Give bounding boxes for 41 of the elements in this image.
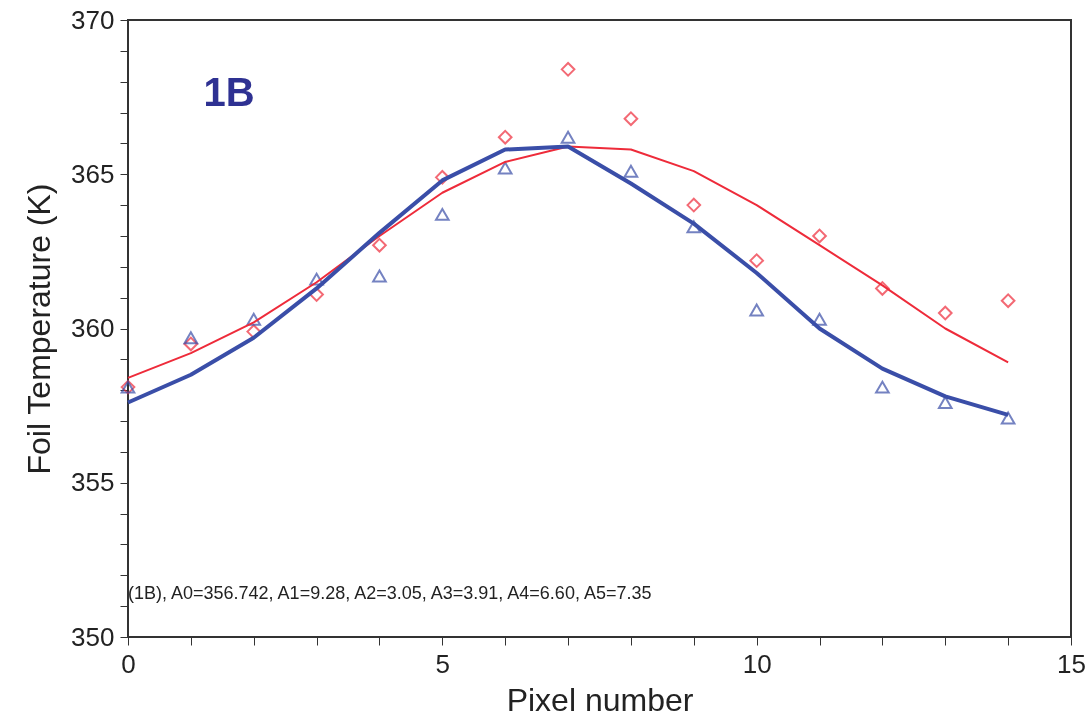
- point: [309, 287, 324, 302]
- y-tick-label: 360: [71, 313, 115, 343]
- point: [686, 220, 702, 234]
- point: [246, 324, 262, 339]
- point: [875, 380, 890, 394]
- point: [183, 336, 199, 352]
- point: [937, 396, 953, 410]
- point: [749, 303, 764, 317]
- point: [246, 312, 262, 326]
- point: [497, 161, 513, 175]
- x-tick-label: 15: [1057, 648, 1086, 679]
- x-tick-label: 0: [121, 648, 136, 679]
- point: [183, 331, 199, 345]
- y-axis-title: Foil Temperature (K): [21, 183, 58, 475]
- y-tick-label: 355: [71, 467, 115, 498]
- point: [812, 228, 827, 244]
- y-tick-label: 365: [71, 158, 115, 189]
- point: [435, 170, 450, 185]
- point: [1000, 411, 1016, 425]
- point: [812, 312, 827, 326]
- point: [623, 111, 639, 127]
- point: [1000, 293, 1016, 309]
- annotation: (1B), A0=356.742, A1=9.28, A2=3.05, A3=3.91, A4=6.60, A5=7.35: [128, 582, 652, 603]
- y-tick-label: 350: [71, 621, 115, 652]
- x-tick-label: 5: [435, 648, 451, 679]
- point: [309, 272, 324, 286]
- point: [686, 197, 702, 213]
- point: [560, 62, 576, 77]
- point: [497, 129, 513, 145]
- point: [372, 269, 387, 283]
- annotation: 1B: [203, 70, 255, 115]
- x-tick-label: 10: [742, 648, 772, 679]
- point: [937, 305, 953, 321]
- point: [435, 207, 450, 221]
- point: [875, 281, 890, 296]
- point: [749, 253, 764, 268]
- y-tick-label: 370: [71, 4, 115, 35]
- point: [623, 164, 639, 178]
- x-axis-title: Pixel number: [506, 681, 694, 718]
- point: [372, 237, 387, 253]
- point: [560, 130, 576, 144]
